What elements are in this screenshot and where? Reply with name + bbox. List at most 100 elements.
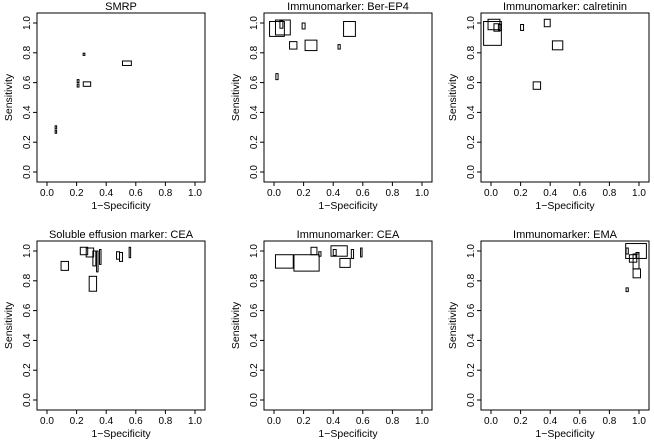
data-point: [301, 22, 306, 30]
chart-panel: SMRP 0.0 0.2 0.4 0.6 0.8 1.0 0.0 0.2 0.4 0.6 0.8 1.0…: [3, 1, 206, 212]
plot-frame: [36, 12, 206, 183]
y-axis-label: Sensitivity: [230, 301, 242, 349]
x-axis-label: 1−Specificity: [91, 428, 151, 440]
x-tick-label: 0.8: [385, 416, 399, 427]
y-tick-label: 0.4: [249, 105, 260, 119]
x-tick-label: 0.6: [129, 188, 143, 199]
y-tick-label: 1.0: [22, 244, 33, 258]
data-point: [343, 21, 356, 37]
data-point: [632, 268, 641, 279]
y-tick-label: 0.4: [22, 333, 33, 347]
panel-title: SMRP: [105, 1, 137, 13]
y-tick-label: 0.8: [466, 273, 477, 287]
y-tick-label: 0.6: [249, 303, 260, 317]
y-tick-label: 0.2: [249, 135, 260, 149]
x-tick-label: 0.2: [70, 416, 84, 427]
y-tick-label: 0.8: [22, 45, 33, 59]
x-tick-label: 0.0: [40, 188, 54, 199]
x-tick-label: 0.2: [70, 188, 84, 199]
y-tick-label: 0.0: [466, 393, 477, 407]
x-tick-label: 0.8: [602, 416, 616, 427]
y-tick-label: 0.2: [22, 135, 33, 149]
x-tick-label: 0.8: [158, 416, 172, 427]
y-tick-label: 0.8: [466, 45, 477, 59]
data-point: [88, 275, 98, 292]
y-tick-label: 0.8: [22, 273, 33, 287]
x-tick-label: 0.6: [573, 188, 587, 199]
x-tick-label: 0.4: [543, 188, 557, 199]
data-point: [82, 52, 86, 56]
plot-frame: [480, 240, 650, 411]
y-tick-label: 0.8: [249, 45, 260, 59]
y-tick-label: 0.2: [466, 135, 477, 149]
data-point: [310, 246, 318, 256]
data-point: [318, 251, 322, 257]
data-point: [119, 251, 123, 262]
data-point: [269, 21, 285, 37]
data-point: [274, 254, 294, 269]
data-point: [92, 250, 97, 267]
data-point: [493, 23, 501, 32]
data-point: [275, 73, 279, 81]
data-point: [532, 81, 542, 90]
y-tick-label: 0.0: [249, 393, 260, 407]
x-axis-label: 1−Specificity: [318, 200, 378, 212]
plot-frame: [263, 12, 433, 183]
y-tick-label: 0.0: [249, 165, 260, 179]
data-point: [76, 79, 80, 84]
y-tick-label: 0.0: [22, 165, 33, 179]
y-tick-label: 0.4: [22, 105, 33, 119]
x-tick-label: 0.2: [514, 188, 528, 199]
data-point: [497, 23, 502, 31]
x-tick-label: 1.0: [415, 188, 429, 199]
y-axis-label: Sensitivity: [3, 73, 15, 121]
data-point: [304, 39, 318, 52]
y-tick-label: 0.2: [22, 363, 33, 377]
chart-panel: Immunomarker: Ber-EP4 0.0 0.2 0.4 0.6 0.8 1.0 0…: [230, 1, 433, 212]
data-point: [543, 18, 551, 28]
x-tick-label: 0.6: [356, 416, 370, 427]
data-point: [360, 247, 363, 258]
panel-title: Immunomarker: calretinin: [503, 1, 627, 13]
data-point: [54, 125, 58, 130]
data-point: [54, 129, 58, 134]
y-tick-label: 1.0: [22, 16, 33, 30]
x-axis-label: 1−Specificity: [91, 200, 151, 212]
data-point: [625, 243, 647, 259]
y-tick-label: 0.0: [22, 393, 33, 407]
x-tick-label: 1.0: [188, 416, 202, 427]
x-tick-label: 0.4: [99, 416, 113, 427]
chart-panel: Soluble effusion marker: CEA 0.0 0.2 0.4 0.6…: [3, 229, 206, 440]
data-point: [274, 19, 291, 36]
x-tick-label: 0.0: [267, 416, 281, 427]
chart-panel: Immunomarker: EMA 0.0 0.2 0.4 0.6 0.8 1.0 0.0 0.…: [447, 229, 650, 440]
data-point: [625, 247, 629, 255]
x-tick-label: 0.4: [543, 416, 557, 427]
data-point: [79, 246, 89, 256]
x-tick-label: 0.0: [484, 416, 498, 427]
data-point: [99, 249, 102, 265]
x-tick-label: 0.0: [484, 188, 498, 199]
y-tick-label: 1.0: [466, 244, 477, 258]
panel-title: Immunomarker: Ber-EP4: [287, 1, 409, 13]
data-point: [625, 287, 629, 293]
x-tick-label: 0.4: [326, 416, 340, 427]
y-axis-label: Sensitivity: [447, 301, 459, 349]
data-point: [82, 81, 92, 87]
plot-frame: [480, 12, 650, 183]
x-tick-label: 1.0: [415, 416, 429, 427]
data-point: [483, 21, 502, 46]
data-point: [60, 260, 69, 271]
panel-title: Immunomarker: EMA: [513, 229, 618, 241]
y-tick-label: 1.0: [466, 16, 477, 30]
x-tick-label: 0.2: [297, 416, 311, 427]
x-tick-label: 0.6: [573, 416, 587, 427]
y-tick-label: 1.0: [249, 244, 260, 258]
y-tick-label: 0.6: [466, 75, 477, 89]
data-point: [350, 249, 355, 259]
y-tick-label: 0.8: [249, 273, 260, 287]
x-tick-label: 1.0: [632, 416, 646, 427]
x-axis-label: 1−Specificity: [535, 200, 595, 212]
